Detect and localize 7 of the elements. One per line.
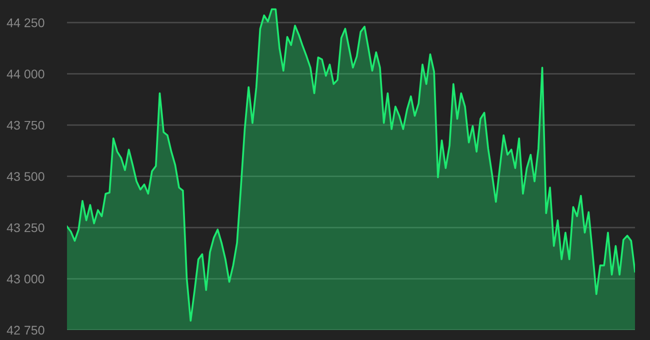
y-tick-label: 43 500: [6, 172, 44, 181]
y-tick-label: 44 250: [6, 18, 44, 28]
y-tick-label: 44 000: [6, 70, 44, 78]
y-tick-label: 43 000: [6, 274, 44, 284]
y-tick-label: 43 750: [6, 120, 44, 130]
y-tick-label: 43 250: [6, 223, 44, 232]
y-tick-label: 42 750: [6, 326, 44, 335]
